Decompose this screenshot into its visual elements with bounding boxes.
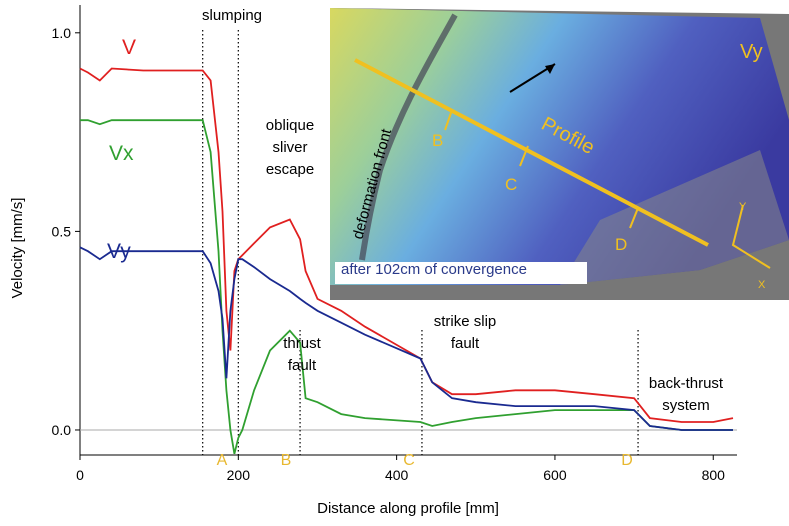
annotation: fault (451, 335, 480, 352)
x-axis-label: Distance along profile [mm] (317, 500, 499, 517)
annotation: fault (288, 357, 317, 374)
inset-shade (560, 150, 789, 285)
inset-image: Vy deformation front Profile B C D after… (323, 0, 789, 300)
profile-letter: D (621, 452, 633, 469)
inset-arrowhead (545, 64, 555, 74)
x-tick-label: 400 (385, 467, 409, 483)
inset-axis-x: X (758, 279, 766, 291)
y-tick-label: 0.0 (52, 422, 72, 438)
x-tick-label: 200 (227, 467, 251, 483)
inset-point: C (505, 175, 517, 194)
series-line (79, 67, 734, 423)
y-tick-label: 1.0 (52, 25, 72, 41)
inset-axes (731, 204, 771, 269)
inset-tick (444, 109, 453, 131)
annotation: escape (266, 161, 314, 178)
inset-tick (629, 207, 639, 229)
annotation: strike slip (434, 313, 497, 330)
inset-axis-y: Y (739, 201, 747, 213)
inset-label: Vy (740, 41, 763, 63)
inset-point: B (432, 131, 443, 150)
x-tick-label: 800 (702, 467, 726, 483)
annotation: back-thrust (649, 375, 724, 392)
profile-letter: B (281, 452, 292, 469)
series-label: Vy (107, 240, 131, 263)
annotation: thrust (283, 335, 321, 352)
x-tick-label: 600 (543, 467, 567, 483)
inset-point: D (615, 235, 627, 254)
x-tick-label: 0 (76, 467, 84, 483)
annotation: sliver (272, 139, 307, 156)
series-line (79, 246, 733, 431)
inset-caption-box (335, 262, 587, 284)
series-label: Vx (109, 142, 134, 165)
inset-profile-line (354, 58, 709, 247)
annotation: slumping (202, 7, 262, 24)
annotation: system (662, 397, 710, 414)
annotation: oblique (266, 117, 314, 134)
inset-front-line (359, 13, 458, 261)
series-label: V (122, 36, 136, 59)
inset-caption: after 102cm of convergence (341, 261, 527, 278)
series-line (80, 119, 733, 455)
y-tick-label: 0.5 (52, 223, 72, 239)
y-axis-label: Velocity [mm/s] (9, 198, 26, 299)
profile-letter: C (403, 452, 415, 469)
profile-letter: A (217, 452, 228, 469)
inset-tick (519, 145, 529, 167)
